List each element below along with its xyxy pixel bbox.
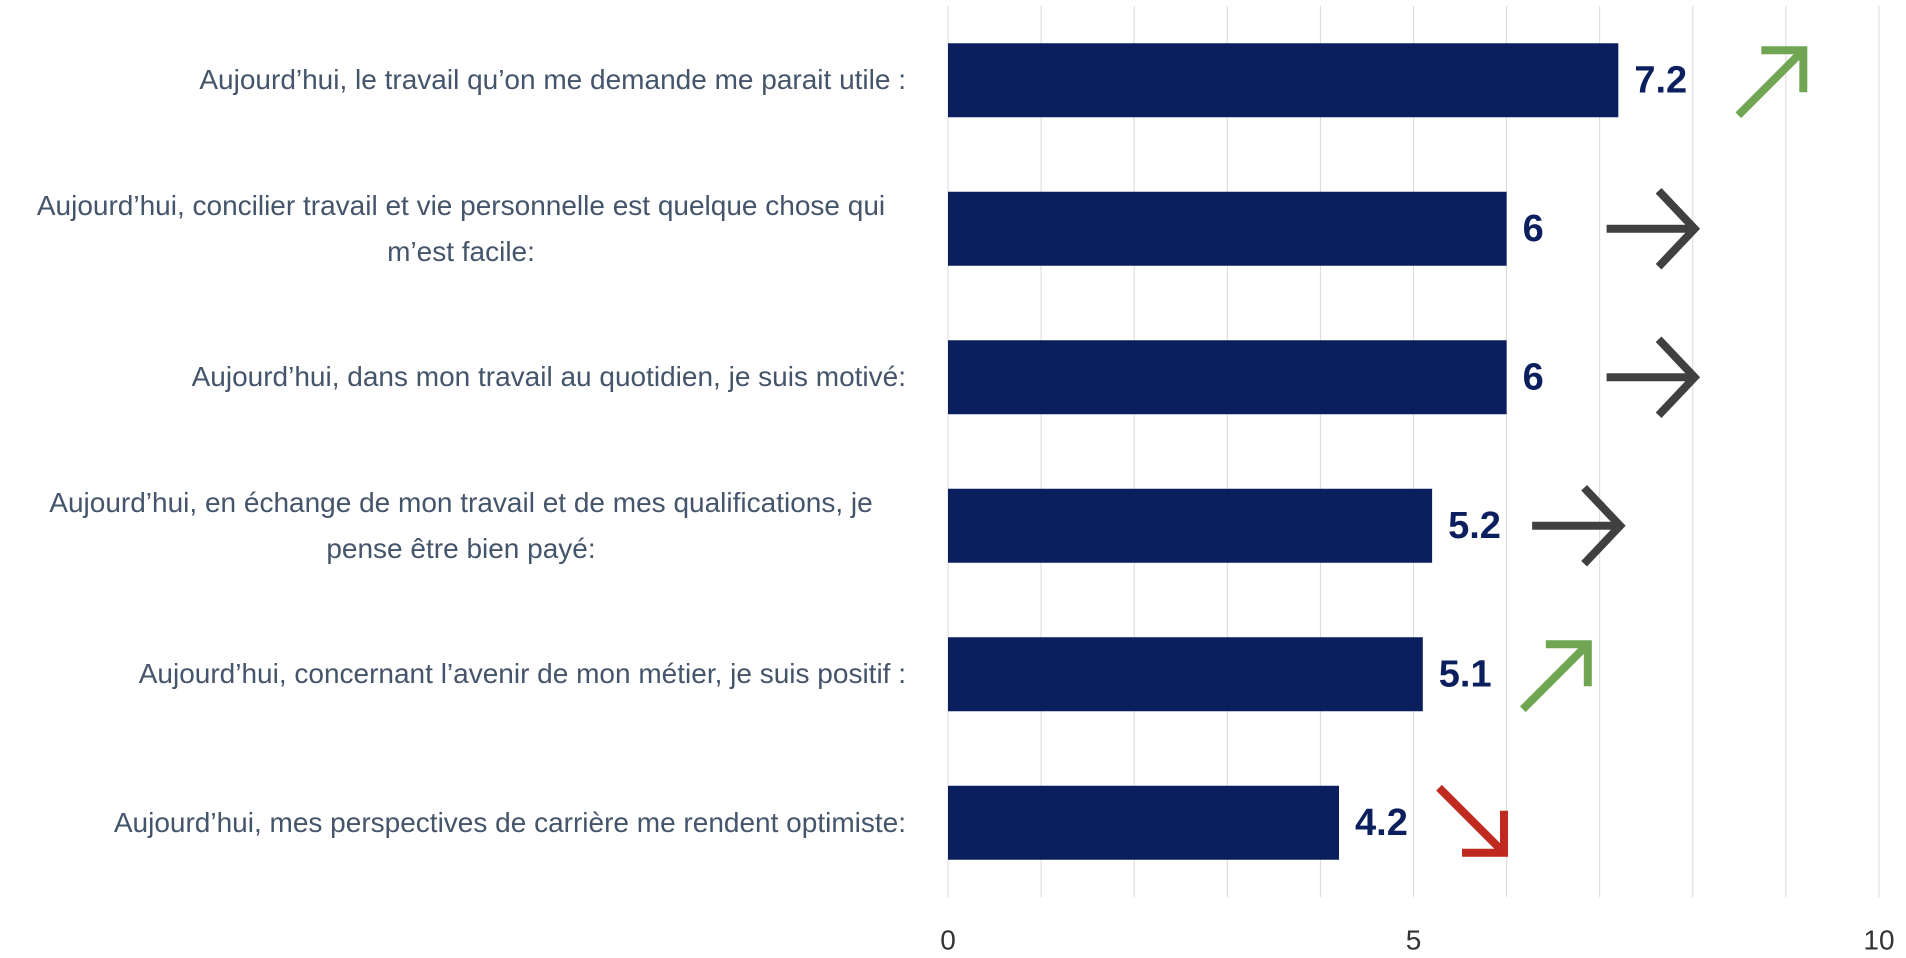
- trend-arrow: [1519, 640, 1592, 713]
- trend-arrow: [1735, 46, 1808, 119]
- category-label-box: Aujourd’hui, en échange de mon travail e…: [6, 476, 906, 576]
- category-label-box: Aujourd’hui, mes perspectives de carrièr…: [6, 773, 906, 873]
- bar: [948, 785, 1340, 860]
- bar: [948, 340, 1507, 415]
- category-label: Aujourd’hui, concilier travail et vie pe…: [36, 189, 886, 267]
- x-tick-label: 10: [1863, 924, 1894, 955]
- x-tick-label: 5: [1406, 924, 1422, 955]
- trend-arrow: [1532, 484, 1626, 567]
- category-label-box: Aujourd’hui, concilier travail et vie pe…: [6, 179, 906, 279]
- bar: [948, 488, 1433, 563]
- category-label: Aujourd’hui, le travail qu’on me demande…: [199, 64, 906, 96]
- arrow-head: [1761, 46, 1808, 93]
- arrow-head: [1545, 640, 1592, 687]
- bar: [948, 191, 1507, 266]
- category-label: Aujourd’hui, en échange de mon travail e…: [49, 486, 873, 564]
- arrow-head: [1655, 336, 1701, 419]
- arrow-shaft: [1436, 784, 1507, 856]
- trend-arrow: [1436, 784, 1509, 857]
- arrow-head: [1581, 484, 1626, 567]
- arrow-head: [1655, 187, 1701, 270]
- arrow-head: [1462, 810, 1509, 857]
- value-label: 7.2: [1634, 59, 1687, 101]
- category-label-box: Aujourd’hui, concernant l’avenir de mon …: [6, 624, 906, 724]
- category-label: Aujourd’hui, concernant l’avenir de mon …: [138, 658, 906, 690]
- category-label-box: Aujourd’hui, dans mon travail au quotidi…: [6, 327, 906, 427]
- trend-arrow: [1606, 187, 1701, 270]
- bar: [948, 637, 1423, 712]
- value-label: 4.2: [1355, 802, 1408, 844]
- bar: [948, 43, 1619, 118]
- value-label: 6: [1523, 356, 1544, 398]
- category-label: Aujourd’hui, dans mon travail au quotidi…: [191, 361, 906, 393]
- value-label: 5.1: [1439, 653, 1492, 695]
- value-label: 5.2: [1448, 505, 1501, 547]
- arrow-shaft: [1519, 641, 1591, 713]
- category-label: Aujourd’hui, mes perspectives de carrièr…: [113, 806, 906, 838]
- trend-arrow: [1606, 336, 1701, 419]
- arrow-shaft: [1735, 47, 1807, 119]
- x-tick-label: 0: [940, 924, 956, 955]
- category-label-box: Aujourd’hui, le travail qu’on me demande…: [6, 30, 906, 130]
- value-label: 6: [1523, 208, 1544, 250]
